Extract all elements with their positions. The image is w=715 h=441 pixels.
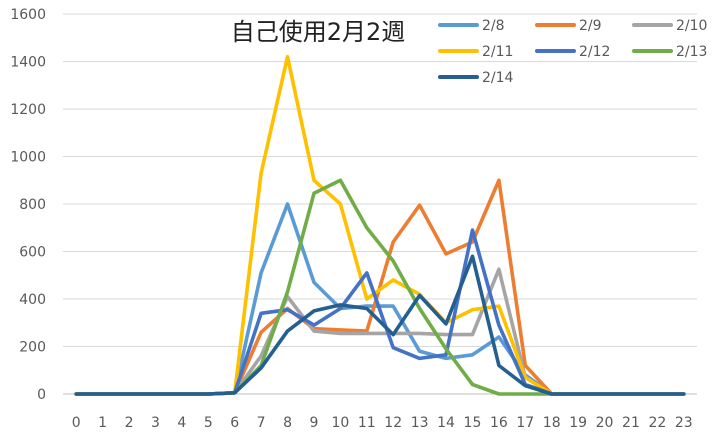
x-tick-label: 22 (648, 415, 666, 431)
legend-label: 2/9 (579, 18, 602, 34)
y-tick-label: 1600 (10, 7, 46, 23)
y-tick-label: 800 (19, 197, 46, 213)
y-tick-label: 1400 (10, 55, 46, 71)
legend-label: 2/8 (482, 18, 505, 34)
legend-label: 2/10 (676, 18, 707, 34)
x-tick-label: 9 (309, 415, 318, 431)
x-tick-label: 6 (230, 415, 239, 431)
y-tick-labels: 0 200 400 600 800 1000 1200 1400 1600 (10, 7, 46, 403)
x-tick-label: 4 (177, 415, 186, 431)
legend-label: 2/12 (579, 44, 610, 60)
series-lines (74, 54, 686, 396)
series-line-7 (74, 254, 686, 396)
x-tick-label: 15 (464, 415, 482, 431)
x-tick-label: 18 (543, 415, 561, 431)
x-tick-label: 21 (622, 415, 640, 431)
series-line-4 (74, 54, 686, 396)
x-tick-label: 3 (151, 415, 160, 431)
legend: 2/8 2/9 2/10 2/11 2/12 2/13 2/14 (438, 18, 707, 86)
legend-label: 2/13 (676, 44, 707, 60)
x-tick-label: 2 (125, 415, 134, 431)
x-tick-label: 13 (411, 415, 429, 431)
x-tick-label: 14 (437, 415, 455, 431)
x-tick-label: 10 (331, 415, 349, 431)
y-tick-label: 400 (19, 292, 46, 308)
x-tick-labels: 0 1 2 3 4 5 6 7 8 9 10 11 12 13 14 15 16 17 18 19 20 21 22 23 (72, 415, 693, 431)
x-tick-label: 19 (569, 415, 587, 431)
y-tick-label: 200 (19, 340, 46, 356)
y-tick-label: 600 (19, 245, 46, 261)
x-tick-label: 1 (98, 415, 107, 431)
x-tick-label: 8 (283, 415, 292, 431)
legend-label: 2/11 (482, 44, 513, 60)
x-tick-label: 20 (596, 415, 614, 431)
y-tick-label: 1000 (10, 150, 46, 166)
x-tick-label: 23 (675, 415, 693, 431)
y-tick-label: 1200 (10, 102, 46, 118)
legend-label: 2/14 (482, 70, 514, 86)
x-tick-label: 12 (384, 415, 402, 431)
chart-title: 自己使用2月2週 (231, 18, 406, 46)
x-tick-label: 0 (72, 415, 81, 431)
gridlines (63, 13, 697, 395)
series-line-2 (74, 178, 686, 396)
x-tick-label: 17 (516, 415, 534, 431)
series-line-5 (74, 228, 686, 396)
x-tick-label: 16 (490, 415, 508, 431)
x-tick-label: 5 (204, 415, 213, 431)
x-tick-label: 11 (358, 415, 376, 431)
y-tick-label: 0 (37, 387, 46, 403)
x-tick-label: 7 (257, 415, 266, 431)
